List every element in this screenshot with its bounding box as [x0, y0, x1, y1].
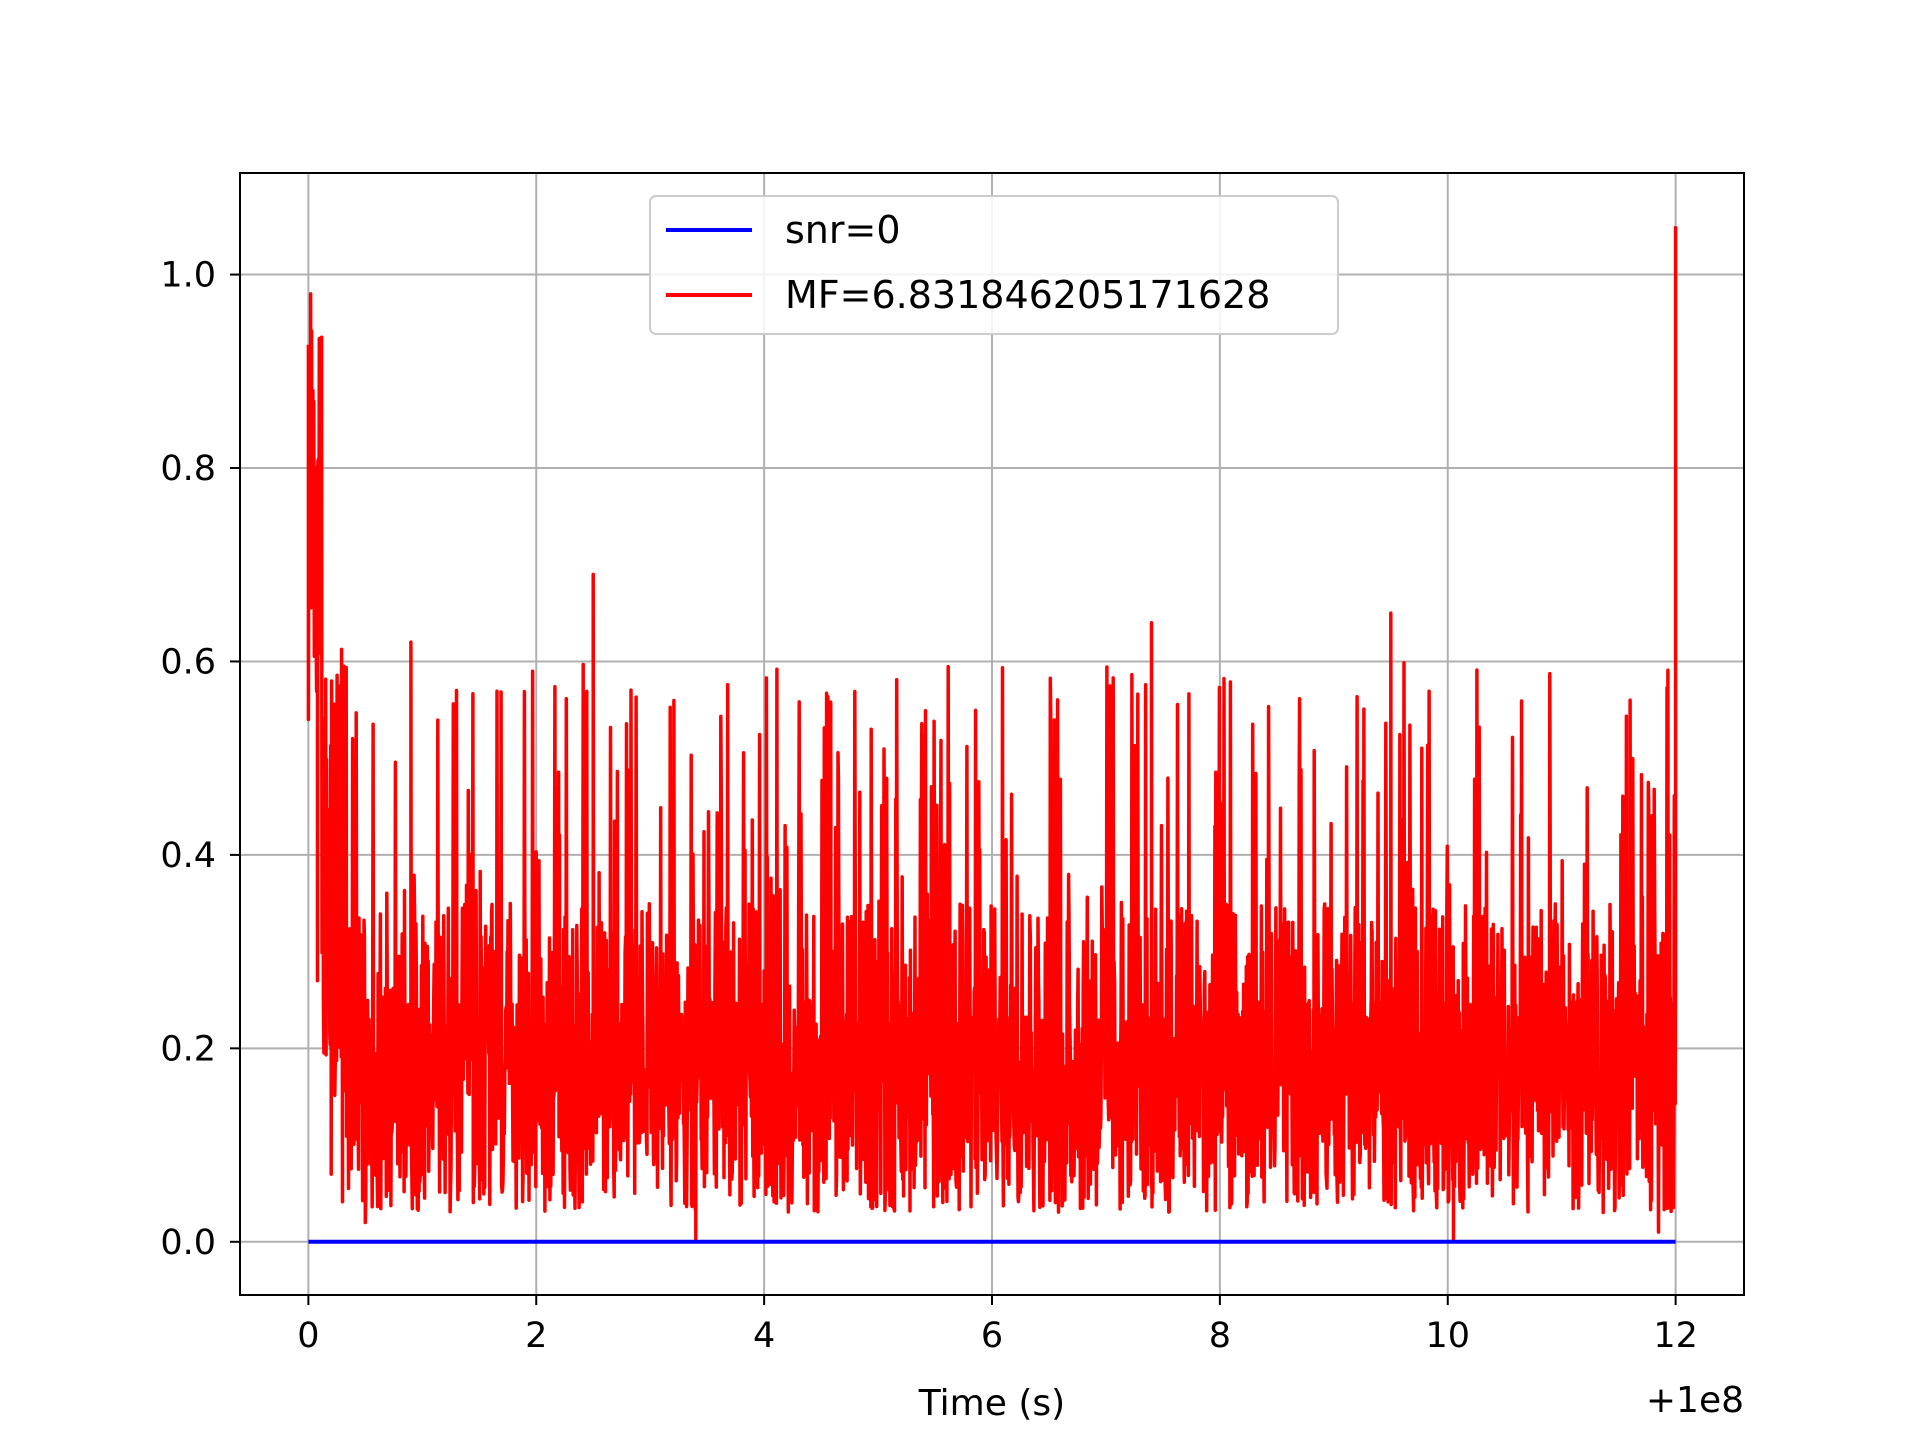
x-tick-label: 8	[1209, 1316, 1231, 1356]
legend: snr=0 MF=6.831846205171628	[649, 195, 1339, 335]
x-tick-label: 12	[1653, 1316, 1698, 1356]
axis-ticks: 0 2 4 6 8 10 12 0.0 0.2 0.4 0.6 0.8 1.0	[160, 256, 1698, 1356]
legend-label-mf: MF=6.831846205171628	[785, 273, 1270, 317]
x-axis-label: Time (s)	[918, 1383, 1065, 1424]
x-tick-label: 10	[1425, 1316, 1470, 1356]
series-group	[306, 226, 1678, 1244]
x-tick-label: 2	[525, 1316, 547, 1356]
y-tick-label: 0.4	[160, 836, 216, 876]
legend-box	[649, 195, 1339, 335]
y-tick-label: 0.8	[160, 449, 216, 489]
legend-label-snr: snr=0	[785, 208, 901, 252]
y-tick-label: 0.0	[160, 1223, 216, 1263]
y-tick-label: 0.2	[160, 1029, 216, 1069]
y-tick-label: 1.0	[160, 256, 216, 296]
x-axis-offset-label: +1e8	[1646, 1380, 1744, 1421]
y-tick-label: 0.6	[160, 642, 216, 682]
x-tick-label: 6	[981, 1316, 1003, 1356]
x-tick-label: 4	[753, 1316, 775, 1356]
series-line-mf	[306, 226, 1678, 1244]
x-tick-label: 0	[297, 1316, 319, 1356]
